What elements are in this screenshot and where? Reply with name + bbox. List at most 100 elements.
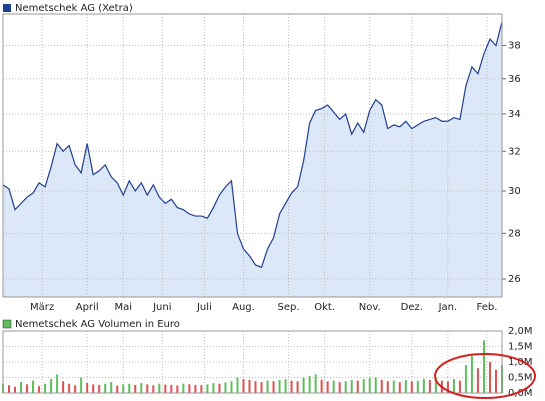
- volume-bar: [452, 379, 455, 393]
- volume-bar: [44, 383, 47, 393]
- volume-bar: [248, 379, 251, 393]
- volume-bar: [110, 382, 113, 393]
- legend-swatch: [3, 4, 11, 12]
- volume-bar: [410, 381, 413, 393]
- volume-bar: [152, 385, 155, 393]
- x-tick-label: März: [30, 302, 54, 313]
- volume-bar: [446, 381, 449, 393]
- volume-bar: [278, 379, 281, 393]
- volume-bar: [158, 383, 161, 393]
- volume-bar: [26, 384, 29, 393]
- volume-bar: [428, 379, 431, 393]
- volume-bar: [296, 381, 299, 393]
- y-tick-label: 0,0M: [508, 388, 533, 399]
- volume-bar: [224, 382, 227, 393]
- volume-bar: [140, 383, 143, 393]
- volume-bar: [218, 383, 221, 393]
- volume-bar: [38, 386, 41, 393]
- volume-bar: [68, 383, 71, 393]
- legend-label: Nemetschek AG Volumen in Euro: [15, 319, 180, 330]
- volume-bar: [86, 383, 89, 393]
- x-tick-label: Aug.: [232, 302, 255, 313]
- volume-bar: [392, 380, 395, 393]
- volume-bar: [386, 381, 389, 393]
- x-tick-label: Sep.: [278, 302, 300, 313]
- volume-bar: [422, 379, 425, 393]
- volume-bar: [458, 380, 461, 393]
- volume-bar: [494, 369, 497, 393]
- volume-bar: [50, 379, 53, 393]
- volume-bar: [164, 384, 167, 393]
- volume-bar: [476, 368, 479, 393]
- volume-bar: [14, 386, 17, 393]
- x-tick-label: Feb.: [477, 302, 498, 313]
- volume-bar: [308, 375, 311, 393]
- y-tick-label: 32: [508, 146, 521, 157]
- legend-label: Nemetschek AG (Xetra): [15, 3, 133, 14]
- volume-bar: [374, 377, 377, 393]
- area: [3, 21, 502, 297]
- volume-bar: [128, 383, 131, 393]
- volume-bar: [20, 382, 23, 393]
- volume-bar: [62, 381, 65, 393]
- legend-swatch: [2, 319, 12, 329]
- y-tick-label: 1,5M: [508, 342, 533, 353]
- volume-bar: [320, 379, 323, 393]
- volume-bar: [344, 381, 347, 393]
- x-tick-label: Okt.: [314, 302, 335, 313]
- volume-bar: [92, 384, 95, 393]
- volume-bar: [290, 380, 293, 393]
- volume-bar: [8, 385, 11, 393]
- volume-bar: [314, 374, 317, 393]
- plot-frame: [2, 330, 503, 394]
- plot-frame: [2, 13, 503, 298]
- y-tick-label: 2,0M: [508, 326, 533, 337]
- y-tick-label: 34: [508, 109, 521, 120]
- volume-bar: [464, 365, 467, 393]
- volume-bar: [338, 382, 341, 393]
- volume-bar: [362, 379, 365, 393]
- volume-bar: [416, 380, 419, 393]
- x-tick-label: Dez.: [401, 302, 423, 313]
- volume-bar: [236, 377, 239, 393]
- volume-bar: [170, 384, 173, 393]
- volume-bar: [32, 380, 35, 393]
- volume-bar: [332, 380, 335, 393]
- x-tick-label: Mai: [114, 302, 132, 313]
- volume-bar: [302, 377, 305, 393]
- volume-bar: [104, 383, 107, 393]
- volume-bar: [326, 381, 329, 393]
- volume-bar: [122, 384, 125, 393]
- volume-bar: [200, 385, 203, 393]
- volume-bar: [284, 379, 287, 393]
- volume-bar: [368, 378, 371, 393]
- x-tick-label: April: [76, 302, 99, 313]
- price-line: [2, 21, 503, 269]
- volume-bar: [380, 379, 383, 393]
- y-tick-label: 30: [508, 186, 521, 197]
- volume-bar: [488, 362, 491, 393]
- y-tick-label: 28: [508, 228, 521, 239]
- y-tick-label: 0,5M: [508, 373, 533, 384]
- y-tick-label: 26: [508, 274, 521, 285]
- volume-bar: [242, 379, 245, 393]
- volume-bar: [98, 384, 101, 393]
- volume-bar: [482, 340, 485, 393]
- volume-bar: [266, 380, 269, 393]
- volume-bar: [134, 384, 137, 393]
- volume-bar: [194, 384, 197, 393]
- volume-bar: [350, 379, 353, 393]
- volume-bar: [212, 383, 215, 393]
- volume-bar: [254, 381, 257, 393]
- volume-bar: [272, 381, 275, 393]
- volume-bar: [188, 384, 191, 393]
- volume-bar: [146, 384, 149, 393]
- x-tick-label: Jan.: [438, 302, 458, 313]
- highlight-ellipse: [434, 353, 536, 399]
- volume-bar: [74, 385, 77, 393]
- volume-bar: [404, 379, 407, 393]
- volume-bar: [176, 385, 179, 393]
- y-tick-label: 36: [508, 74, 521, 85]
- x-tick-label: Juni: [152, 302, 171, 313]
